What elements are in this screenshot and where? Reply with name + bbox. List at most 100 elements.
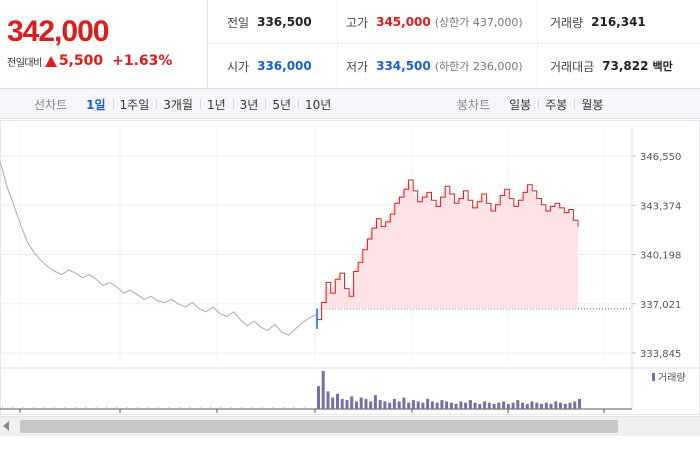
volume-bar bbox=[568, 402, 572, 409]
volume-bar bbox=[445, 401, 449, 409]
turnover-unit: 백만 bbox=[652, 60, 673, 73]
prev-volume-bar bbox=[116, 407, 118, 409]
prev-close-label: 전일 bbox=[227, 15, 250, 30]
volume-bar bbox=[554, 401, 558, 409]
scroll-thumb[interactable] bbox=[20, 420, 618, 433]
volume-bar bbox=[421, 402, 425, 409]
prev-volume-bar bbox=[12, 407, 14, 409]
volume-bar bbox=[359, 397, 363, 409]
price-chart[interactable]: 346,550 343,374 340,198 337,021 333,845 거래량 bbox=[0, 120, 700, 415]
volume-bar bbox=[340, 398, 344, 409]
prev-volume-bar bbox=[147, 407, 149, 409]
candle-period-tab[interactable]: 일봉 bbox=[509, 97, 532, 112]
volume-bar bbox=[378, 400, 382, 409]
change-label: 전일대비 bbox=[7, 57, 42, 69]
today-price-line bbox=[317, 179, 579, 321]
volume-bar bbox=[364, 398, 368, 409]
volume-value: 216,341 bbox=[591, 15, 646, 29]
high-label: 고가 bbox=[346, 15, 369, 30]
prev-volume-bar bbox=[282, 407, 284, 409]
volume-bar bbox=[468, 400, 472, 409]
volume-bar bbox=[411, 400, 415, 409]
upper-limit: (상한가 437,000) bbox=[434, 16, 523, 29]
volume-bar bbox=[388, 402, 392, 409]
volume-bar bbox=[407, 402, 411, 409]
volume-bar bbox=[317, 386, 320, 409]
y-tick-label: 340,198 bbox=[640, 251, 681, 262]
line-chart-periods: 선차트 1일 1주일 3개월 1년 3년 5년 10년 bbox=[34, 89, 338, 119]
volume-bar bbox=[345, 400, 349, 409]
volume-bar bbox=[331, 397, 335, 409]
volume-bar bbox=[430, 401, 434, 409]
volume-bar bbox=[416, 401, 420, 409]
prev-volume-bar bbox=[106, 407, 107, 409]
volume-label: 거래량 bbox=[550, 15, 584, 30]
prev-volume-bar bbox=[33, 407, 35, 409]
volume-bar bbox=[478, 403, 482, 409]
volume-bar bbox=[397, 401, 401, 409]
volume-bar bbox=[492, 403, 496, 409]
period-tab[interactable]: 3개월 bbox=[156, 96, 200, 113]
prev-volume-bar bbox=[2, 407, 3, 409]
volume-bar bbox=[506, 403, 510, 409]
prev-volume-bar bbox=[43, 407, 45, 409]
period-tab[interactable]: 5년 bbox=[265, 96, 298, 113]
volume-bar bbox=[511, 402, 515, 409]
prev-volume-bar bbox=[74, 407, 76, 409]
lower-limit: (하한가 236,000) bbox=[434, 60, 523, 73]
up-triangle-icon bbox=[44, 55, 57, 67]
volume-bar bbox=[449, 402, 453, 409]
period-tab[interactable]: 3년 bbox=[232, 96, 266, 113]
prev-volume-bar bbox=[251, 407, 253, 409]
prev-volume-bar bbox=[54, 407, 55, 409]
period-tab[interactable]: 1년 bbox=[199, 96, 233, 113]
change-value: 5,500 bbox=[58, 53, 104, 69]
quote-header: 342,000 전일대비 5,500 +1.63% 전일 336,500 고가 … bbox=[0, 0, 700, 89]
volume-bar bbox=[326, 391, 330, 409]
volume-bar bbox=[525, 403, 529, 409]
candle-chart-label: 봉차트 bbox=[457, 97, 491, 112]
prev-volume-bar bbox=[241, 407, 243, 409]
open-label: 시가 bbox=[227, 59, 250, 74]
current-price: 342,000 bbox=[7, 15, 109, 48]
chart-scrollbar[interactable] bbox=[0, 416, 700, 436]
prev-volume-bar bbox=[168, 407, 170, 409]
stat-turnover: 거래대금 73,822 백만 bbox=[537, 44, 700, 88]
volume-bar bbox=[440, 400, 444, 409]
volume-bar bbox=[487, 402, 491, 409]
volume-bar bbox=[350, 396, 354, 409]
prev-close-value: 336,500 bbox=[257, 15, 312, 29]
low-label: 저가 bbox=[346, 59, 369, 74]
change-percent: +1.63% bbox=[112, 53, 173, 69]
period-tab[interactable]: 1주일 bbox=[112, 96, 157, 113]
volume-bar bbox=[573, 401, 577, 409]
volume-legend-label: 거래량 bbox=[658, 372, 686, 384]
prev-volume-bar bbox=[22, 407, 24, 409]
prev-volume-bar bbox=[230, 407, 232, 409]
chart-frame bbox=[0, 120, 700, 415]
prev-volume-bar bbox=[210, 407, 211, 409]
y-tick-label: 337,021 bbox=[640, 300, 681, 311]
previous-day-line bbox=[0, 161, 317, 336]
prev-volume-bar bbox=[303, 407, 305, 409]
volume-bar bbox=[540, 403, 543, 409]
candle-period-tab[interactable]: 월봉 bbox=[574, 96, 610, 113]
stat-prev-close: 전일 336,500 bbox=[227, 0, 327, 44]
change-row: 전일대비 5,500 +1.63% bbox=[7, 53, 172, 69]
volume-legend-swatch bbox=[652, 373, 655, 381]
volume-bar bbox=[563, 403, 567, 409]
prev-volume-bar bbox=[64, 407, 66, 409]
period-tab[interactable]: 10년 bbox=[298, 96, 338, 113]
volume-bar bbox=[521, 402, 525, 409]
chart-toolbar: 선차트 1일 1주일 3개월 1년 3년 5년 10년 봉차트 일봉 주봉 월봉 bbox=[0, 89, 700, 119]
scroll-left-arrow-icon[interactable] bbox=[3, 421, 9, 431]
price-box: 342,000 전일대비 5,500 +1.63% bbox=[0, 0, 208, 88]
candle-period-tab[interactable]: 주봉 bbox=[538, 96, 574, 113]
prev-volume-bar bbox=[137, 407, 139, 409]
period-tab[interactable]: 1일 bbox=[86, 97, 106, 112]
volume-bar bbox=[578, 398, 581, 409]
volume-bar bbox=[516, 400, 520, 409]
y-tick-label: 346,550 bbox=[640, 152, 681, 163]
prev-volume-bar bbox=[189, 407, 191, 409]
volume-bar bbox=[435, 402, 439, 409]
